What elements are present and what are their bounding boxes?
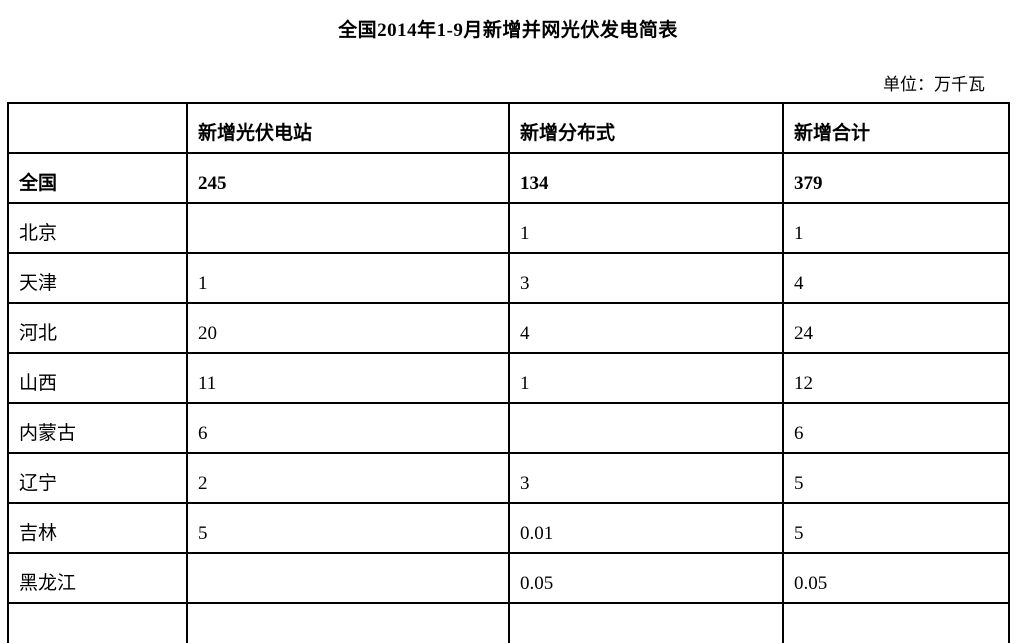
value-cell: 5	[782, 502, 1010, 554]
region-cell: 吉林	[7, 502, 188, 554]
region-cell: 全国	[7, 152, 188, 204]
value-cell	[782, 602, 1010, 643]
region-cell: 山西	[7, 352, 188, 404]
region-cell	[7, 602, 188, 643]
value-cell: 1	[508, 352, 784, 404]
unit-label: 单位：万千瓦	[883, 75, 985, 94]
value-cell: 3	[508, 452, 784, 504]
value-cell: 0.01	[508, 502, 784, 554]
value-cell	[508, 402, 784, 454]
value-cell: 1	[782, 202, 1010, 254]
value-cell: 245	[186, 152, 510, 204]
table-row: 山西 11 1 12	[7, 352, 1010, 404]
header-cell-distributed: 新增分布式	[508, 102, 784, 154]
table-row: 河北 20 4 24	[7, 302, 1010, 354]
table-row: 天津 1 3 4	[7, 252, 1010, 304]
value-cell: 1	[508, 202, 784, 254]
value-cell: 6	[782, 402, 1010, 454]
region-cell: 内蒙古	[7, 402, 188, 454]
header-row: 新增光伏电站 新增分布式 新增合计	[7, 102, 1010, 154]
table-row: 辽宁 2 3 5	[7, 452, 1010, 504]
value-cell	[186, 202, 510, 254]
summary-table: 新增光伏电站 新增分布式 新增合计 全国 245 134 379 北京 1 1 …	[7, 102, 1010, 643]
value-cell: 0.05	[782, 552, 1010, 604]
value-cell: 20	[186, 302, 510, 354]
value-cell: 4	[782, 252, 1010, 304]
table-row: 北京 1 1	[7, 202, 1010, 254]
value-cell	[508, 602, 784, 643]
table-row: 全国 245 134 379	[7, 152, 1010, 204]
table-row: 黑龙江 0.05 0.05	[7, 552, 1010, 604]
value-cell: 2	[186, 452, 510, 504]
region-cell: 黑龙江	[7, 552, 188, 604]
region-cell: 河北	[7, 302, 188, 354]
value-cell: 6	[186, 402, 510, 454]
value-cell: 134	[508, 152, 784, 204]
region-cell: 天津	[7, 252, 188, 304]
value-cell: 379	[782, 152, 1010, 204]
table-row-clipped	[7, 602, 1010, 643]
page-title: 全国2014年1-9月新增并网光伏发电简表	[338, 20, 678, 41]
value-cell	[186, 552, 510, 604]
value-cell: 24	[782, 302, 1010, 354]
value-cell: 4	[508, 302, 784, 354]
value-cell: 1	[186, 252, 510, 304]
header-cell-pv-station: 新增光伏电站	[186, 102, 510, 154]
value-cell: 5	[186, 502, 510, 554]
table-row: 吉林 5 0.01 5	[7, 502, 1010, 554]
region-cell: 辽宁	[7, 452, 188, 504]
value-cell: 3	[508, 252, 784, 304]
value-cell	[186, 602, 510, 643]
region-cell: 北京	[7, 202, 188, 254]
header-cell-region	[7, 102, 188, 154]
value-cell: 5	[782, 452, 1010, 504]
table-row: 内蒙古 6 6	[7, 402, 1010, 454]
value-cell: 12	[782, 352, 1010, 404]
header-cell-total: 新增合计	[782, 102, 1010, 154]
value-cell: 0.05	[508, 552, 784, 604]
value-cell: 11	[186, 352, 510, 404]
